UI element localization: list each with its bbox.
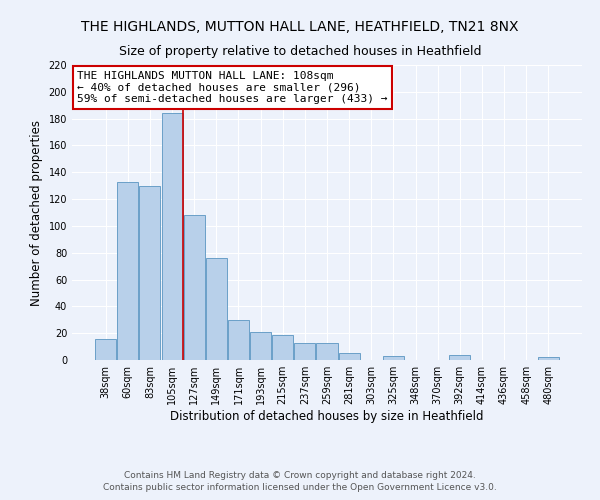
Bar [316, 342, 338, 360]
Bar [118, 182, 139, 360]
Text: Contains HM Land Registry data © Crown copyright and database right 2024.: Contains HM Land Registry data © Crown c… [124, 471, 476, 480]
Text: THE HIGHLANDS MUTTON HALL LANE: 108sqm
← 40% of detached houses are smaller (296: THE HIGHLANDS MUTTON HALL LANE: 108sqm ←… [77, 71, 388, 104]
Text: THE HIGHLANDS, MUTTON HALL LANE, HEATHFIELD, TN21 8NX: THE HIGHLANDS, MUTTON HALL LANE, HEATHFI… [81, 20, 519, 34]
Bar [449, 354, 470, 360]
Bar [538, 358, 559, 360]
Bar [139, 186, 160, 360]
Bar [338, 354, 359, 360]
X-axis label: Distribution of detached houses by size in Heathfield: Distribution of detached houses by size … [170, 410, 484, 423]
Bar [250, 332, 271, 360]
Bar [272, 334, 293, 360]
Bar [206, 258, 227, 360]
Bar [295, 342, 316, 360]
Y-axis label: Number of detached properties: Number of detached properties [30, 120, 43, 306]
Bar [95, 338, 116, 360]
Bar [184, 215, 205, 360]
Bar [161, 114, 182, 360]
Bar [383, 356, 404, 360]
Text: Contains public sector information licensed under the Open Government Licence v3: Contains public sector information licen… [103, 484, 497, 492]
Bar [228, 320, 249, 360]
Text: Size of property relative to detached houses in Heathfield: Size of property relative to detached ho… [119, 45, 481, 58]
